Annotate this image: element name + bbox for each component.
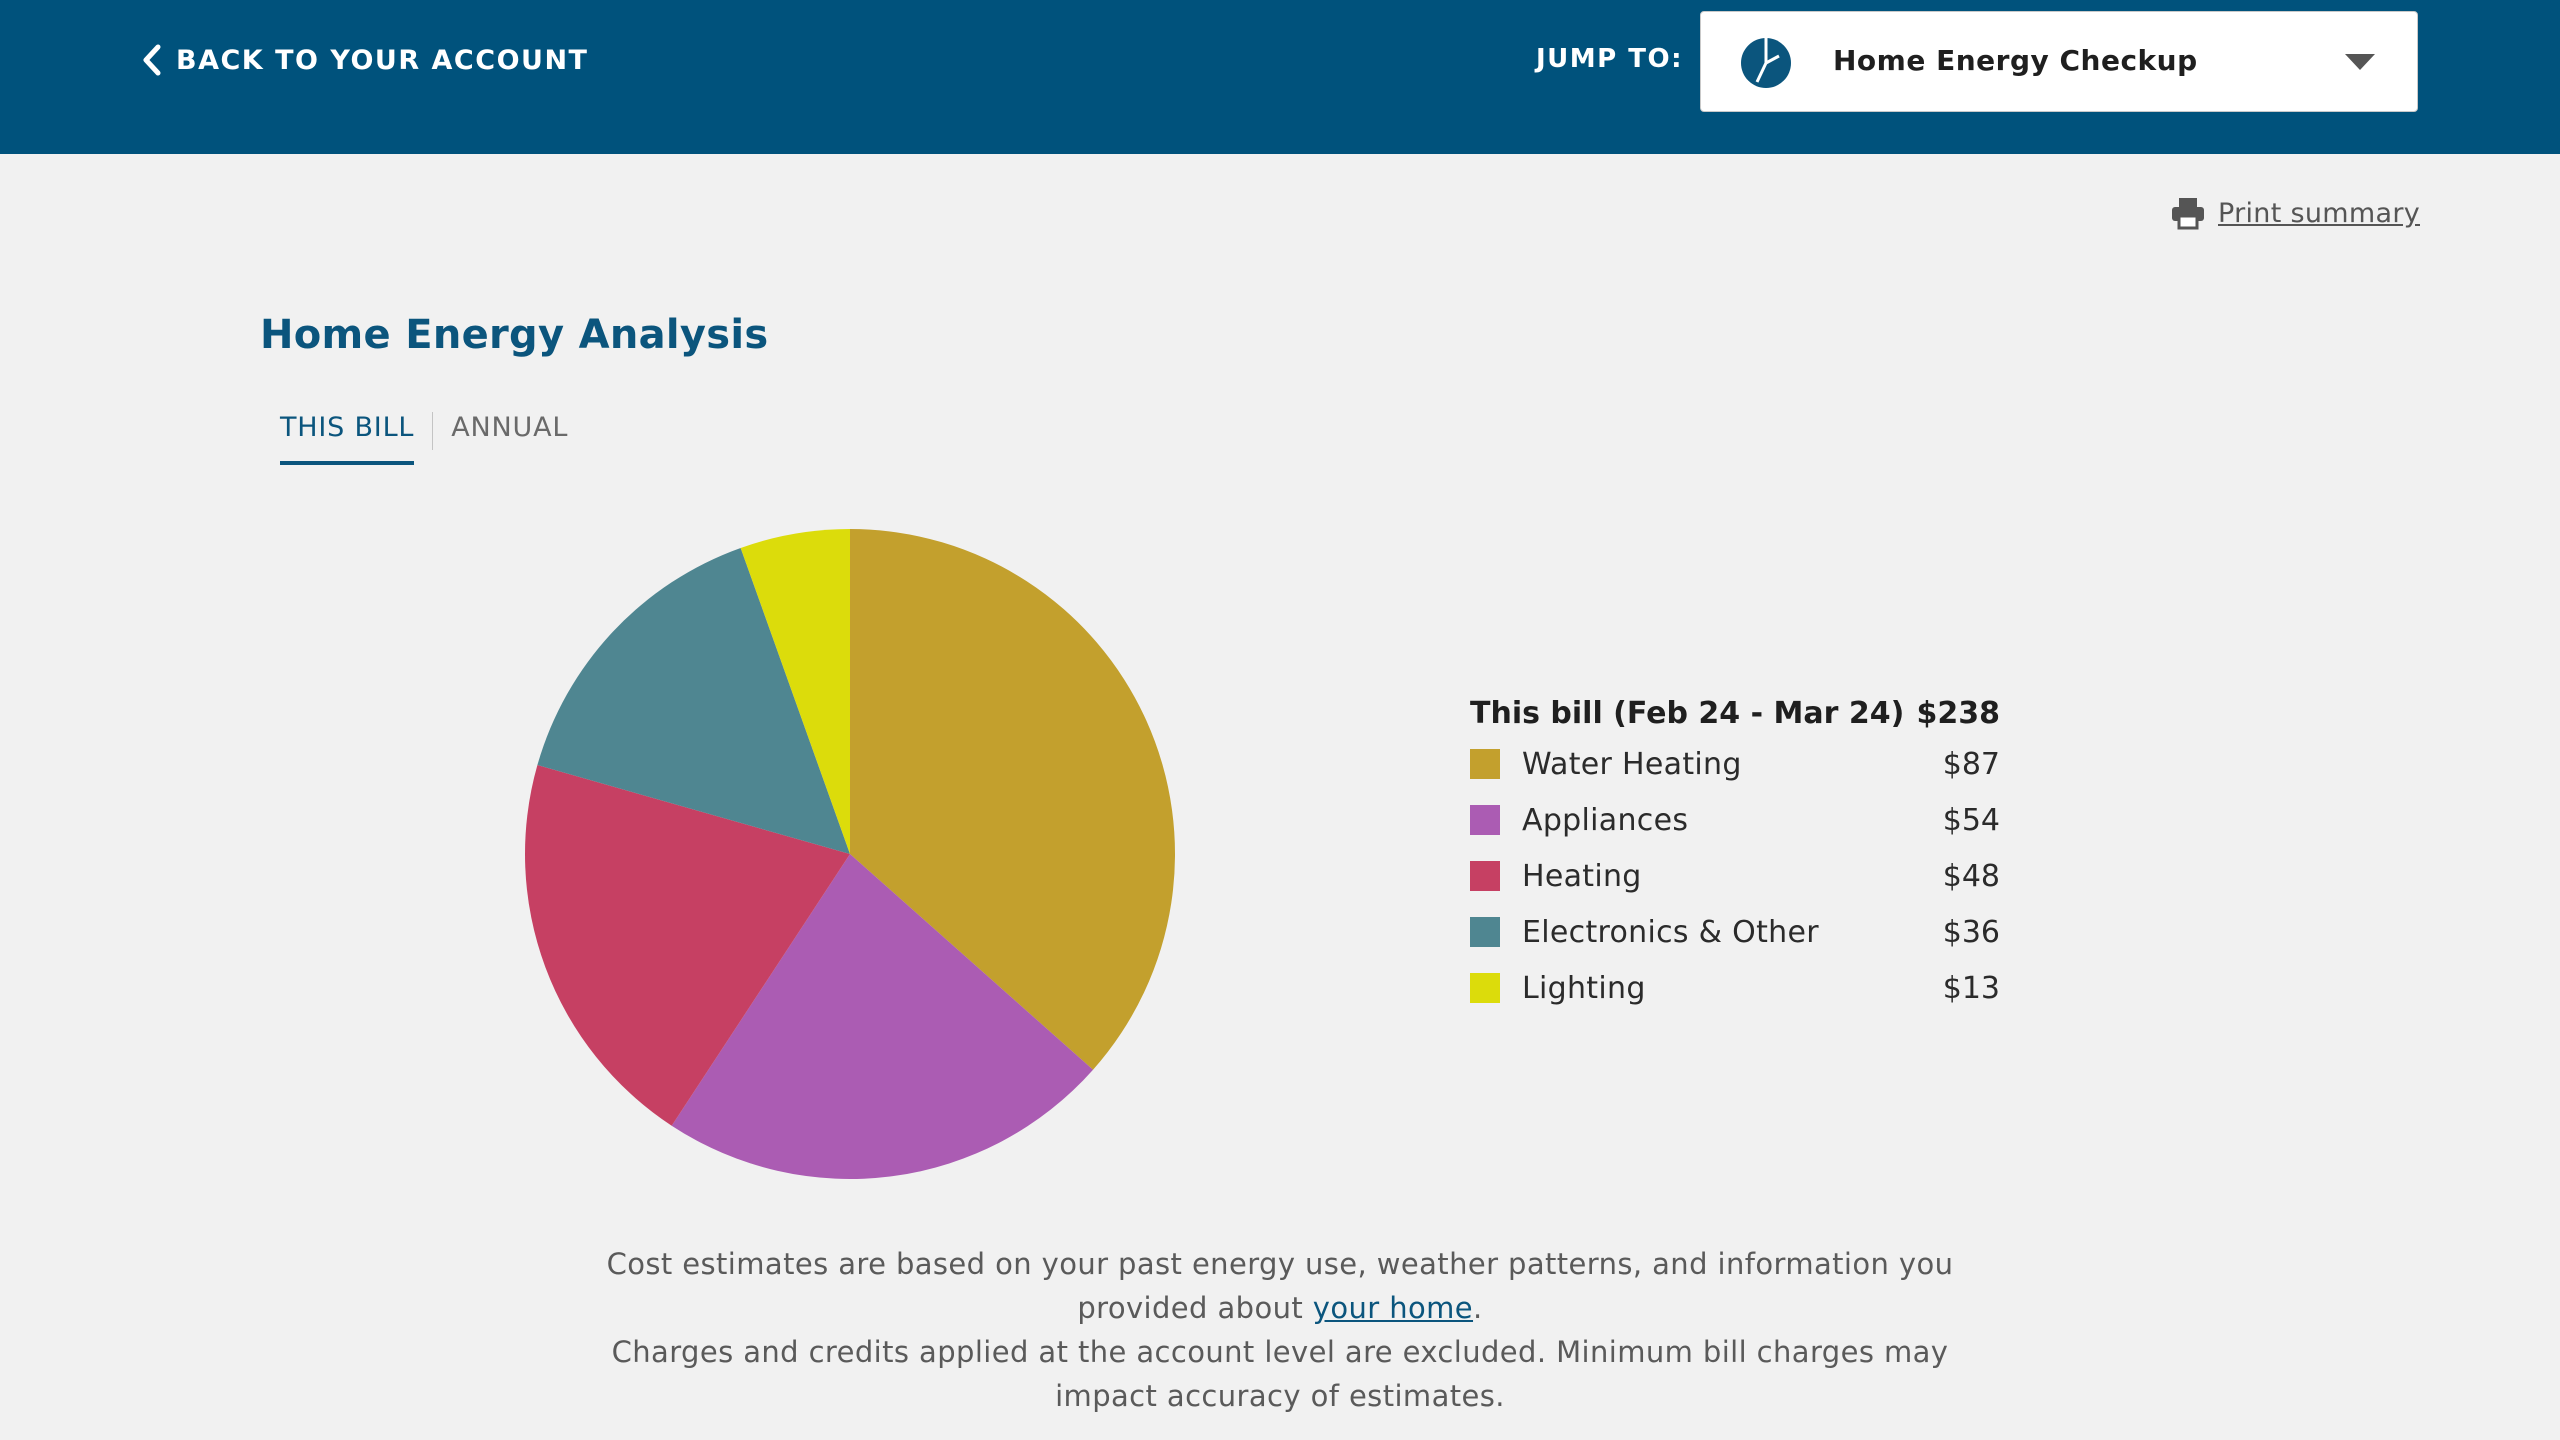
tab-divider: [432, 412, 434, 450]
legend-value: $87: [1942, 746, 2000, 782]
legend-swatch: [1470, 805, 1500, 835]
legend-swatch: [1470, 749, 1500, 779]
legend-value: $13: [1942, 970, 2000, 1006]
pie-slice-heating: [525, 765, 850, 1126]
legend-label: Lighting: [1522, 970, 1646, 1006]
legend-item-water-heating: Water Heating $87: [1470, 736, 2000, 792]
chevron-left-icon: [143, 44, 161, 76]
pie-chart-icon: [1741, 38, 1791, 88]
legend-header: This bill (Feb 24 - Mar 24) $238: [1470, 690, 2000, 736]
legend-item-electronics-other: Electronics & Other $36: [1470, 904, 2000, 960]
pie-slice-water-heating: [850, 529, 1175, 1070]
top-bar: BACK TO YOUR ACCOUNT JUMP TO: Home Energ…: [0, 0, 2560, 154]
jump-to-label: JUMP TO:: [1536, 44, 1684, 74]
tab-this-bill[interactable]: THIS BILL: [280, 412, 415, 465]
footnote-text-1: Cost estimates are based on your past en…: [606, 1247, 1954, 1325]
print-summary-label: Print summary: [2218, 197, 2420, 229]
jump-to-selected-value: Home Energy Checkup: [1833, 44, 2198, 77]
legend-value: $54: [1942, 802, 2000, 838]
view-tabs: THIS BILL ANNUAL: [280, 412, 568, 465]
pie-slice-appliances: [671, 854, 1094, 1179]
legend-label: Appliances: [1522, 802, 1689, 838]
legend-item-heating: Heating $48: [1470, 848, 2000, 904]
legend-item-lighting: Lighting $13: [1470, 960, 2000, 1016]
legend-swatch: [1470, 861, 1500, 891]
printer-icon: [2172, 198, 2204, 230]
pie-slice-lighting: [740, 529, 850, 854]
legend-label: Heating: [1522, 858, 1642, 894]
legend-total: $238: [1916, 695, 2001, 731]
page-title: Home Energy Analysis: [260, 312, 769, 358]
legend-swatch: [1470, 973, 1500, 1003]
estimate-footnote: Cost estimates are based on your past en…: [560, 1242, 2000, 1418]
footnote-line-1: Cost estimates are based on your past en…: [560, 1242, 2000, 1330]
legend-value: $48: [1942, 858, 2000, 894]
legend-label: Electronics & Other: [1522, 914, 1819, 950]
jump-to-select[interactable]: Home Energy Checkup: [1700, 11, 2418, 112]
legend-label: Water Heating: [1522, 746, 1742, 782]
print-summary-link[interactable]: Print summary: [2170, 196, 2420, 230]
legend-swatch: [1470, 917, 1500, 947]
pie-chart-svg: [525, 529, 1175, 1179]
legend-title: This bill (Feb 24 - Mar 24): [1470, 695, 1905, 731]
bill-legend: This bill (Feb 24 - Mar 24) $238 Water H…: [1470, 690, 2000, 1016]
your-home-link[interactable]: your home: [1312, 1291, 1474, 1325]
pie-slice-electronics-other: [537, 547, 850, 854]
footnote-line-2: Charges and credits applied at the accou…: [611, 1335, 1949, 1413]
back-to-account-label: BACK TO YOUR ACCOUNT: [176, 44, 589, 76]
energy-pie-chart: [520, 524, 1180, 1184]
tab-annual[interactable]: ANNUAL: [451, 412, 569, 443]
footnote-period: .: [1473, 1291, 1483, 1325]
legend-value: $36: [1942, 914, 2000, 950]
legend-item-appliances: Appliances $54: [1470, 792, 2000, 848]
caret-down-icon: [2345, 54, 2375, 70]
back-to-account-link[interactable]: BACK TO YOUR ACCOUNT: [140, 42, 588, 78]
